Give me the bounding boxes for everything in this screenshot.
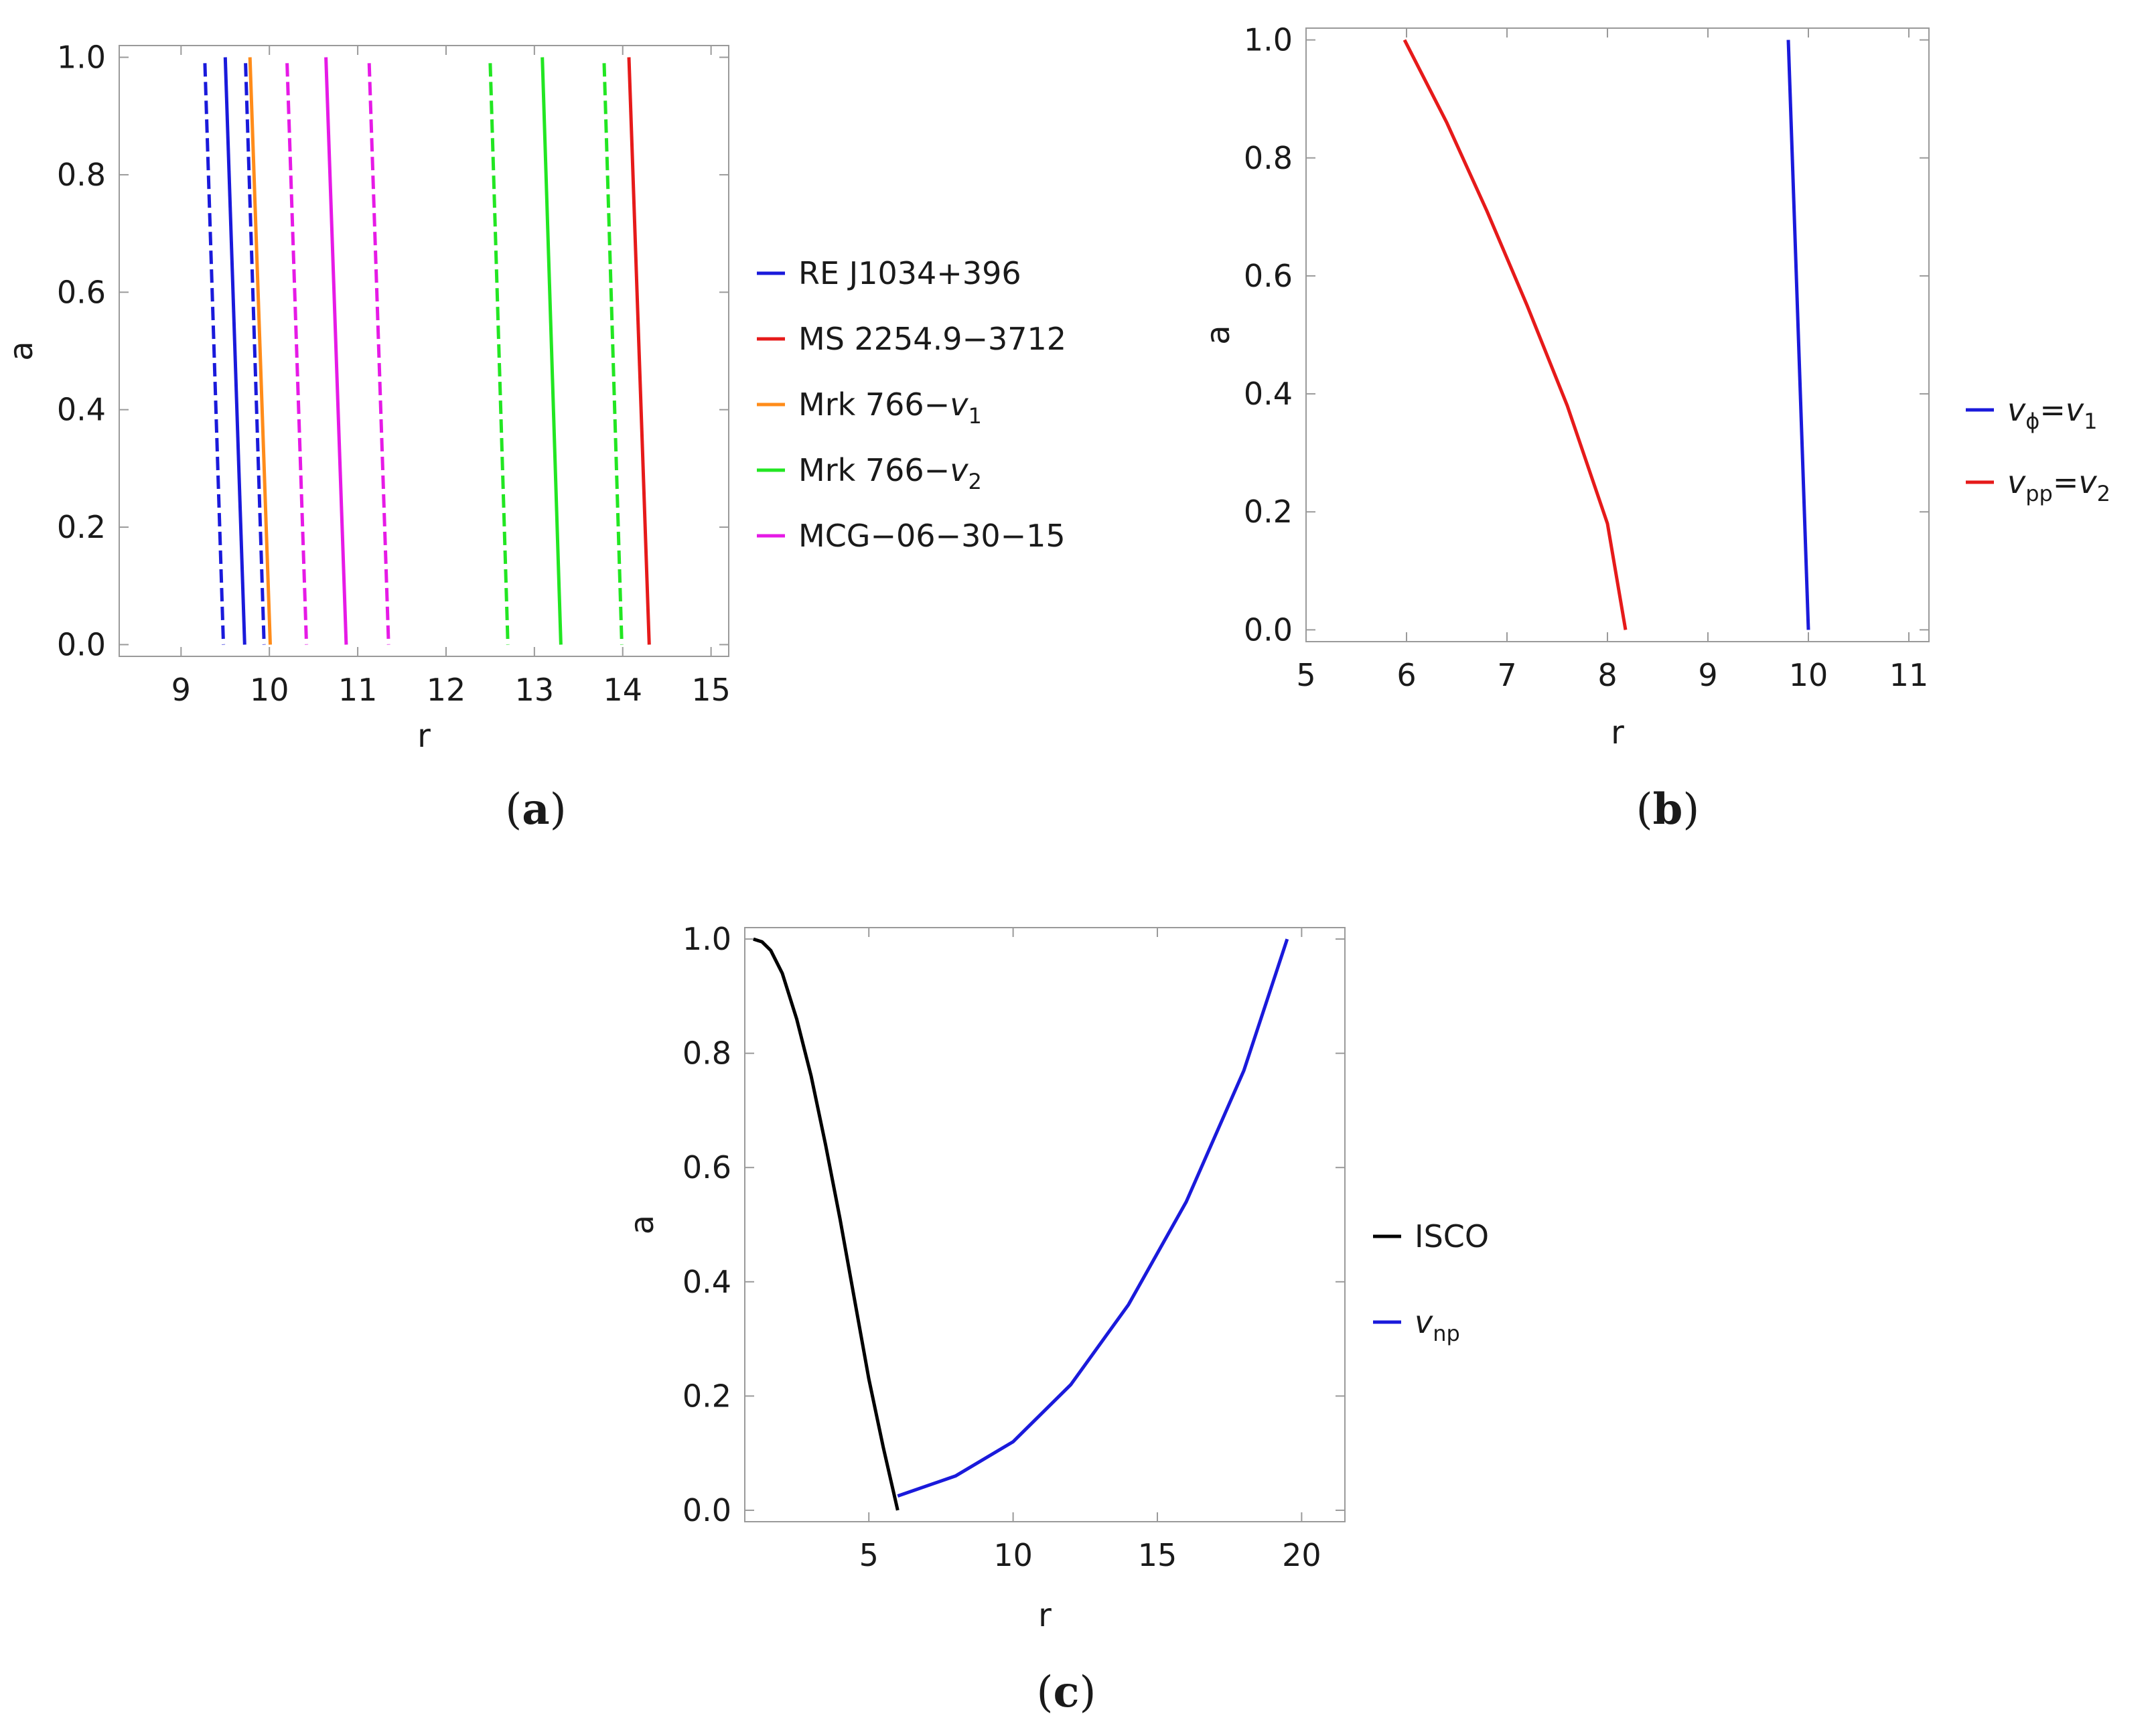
legend-label: Mrk 766−v1 [798, 386, 982, 429]
y-tick-label: 0.4 [57, 392, 106, 428]
x-tick-label: 6 [1396, 657, 1416, 693]
series-line [541, 57, 563, 645]
x-tick-label: 14 [603, 672, 642, 708]
x-tick-label: 7 [1497, 657, 1516, 693]
legend-label: ISCO [1415, 1218, 1489, 1254]
series-line [897, 938, 1289, 1498]
legend-label: vϕ=v1 [2007, 392, 2097, 434]
legend-item: MCG−06−30−15 [757, 518, 1066, 554]
panel-label: (a) [505, 784, 566, 835]
y-tick-label: 0.2 [1244, 494, 1293, 530]
legend-item: vnp [1373, 1304, 1460, 1346]
series-line [244, 63, 266, 645]
legend-label: vpp=v2 [2007, 464, 2110, 506]
x-tick-label: 5 [1296, 657, 1315, 693]
series-line [1786, 40, 1810, 630]
y-tick-label: 1.0 [1244, 22, 1293, 58]
x-tick-label: 11 [338, 672, 378, 708]
series-line [223, 57, 246, 645]
x-tick-label: 9 [1698, 657, 1717, 693]
series-line [753, 937, 900, 1511]
y-axis-label: a [624, 1215, 661, 1234]
x-tick-label: 10 [1789, 657, 1828, 693]
y-tick-label: 1.0 [682, 921, 731, 957]
x-tick-label: 8 [1597, 657, 1617, 693]
x-tick-label: 5 [859, 1537, 879, 1573]
chart-panel-a: 9 10 11 12 13 14 15 0.0 0.2 0.4 0.6 0.8 1.0 r a RE J103… [3, 40, 1066, 835]
legend-label: Mrk 766−v2 [798, 452, 982, 494]
chart-panel-b: 5 6 7 8 9 10 11 0.0 0.2 0.4 0.6 0.8 1.0 r a vϕ=v1 vpp=v2… [1200, 22, 2110, 835]
y-tick-label: 0.8 [682, 1035, 731, 1072]
legend-item: vpp=v2 [1966, 464, 2110, 506]
y-tick-label: 0.0 [682, 1492, 731, 1528]
y-tick-label: 0.8 [57, 157, 106, 193]
x-tick-label: 13 [515, 672, 555, 708]
series-line [488, 63, 510, 645]
y-tick-label: 0.2 [57, 509, 106, 545]
series-line [248, 57, 272, 645]
x-tick-label: 12 [427, 672, 466, 708]
series-line [1403, 39, 1628, 630]
x-tick-label: 11 [1889, 657, 1929, 693]
y-tick-label: 1.0 [57, 40, 106, 76]
series-line [203, 63, 226, 645]
panel-label: (c) [1037, 1667, 1096, 1717]
plot-frame [744, 927, 1346, 1522]
legend-item: ISCO [1373, 1218, 1489, 1254]
legend-label: RE J1034+396 [798, 255, 1021, 291]
x-axis-label: r [417, 717, 431, 755]
series-line [602, 63, 624, 645]
legend-item: RE J1034+396 [757, 255, 1021, 291]
y-tick-label: 0.6 [682, 1149, 731, 1185]
y-tick-label: 0.0 [57, 626, 106, 662]
y-tick-label: 0.6 [1244, 258, 1293, 294]
y-tick-label: 0.0 [1244, 611, 1293, 648]
y-tick-label: 0.4 [1244, 376, 1293, 412]
series-line [285, 63, 309, 645]
y-tick-label: 0.6 [57, 274, 106, 310]
x-tick-label: 9 [171, 672, 191, 708]
x-axis-label: r [1038, 1597, 1052, 1634]
legend-item: Mrk 766−v2 [757, 452, 982, 494]
legend-label: MS 2254.9−3712 [798, 321, 1066, 357]
x-axis-label: r [1611, 714, 1624, 751]
panel-label: (b) [1636, 784, 1700, 835]
plot-frame [119, 45, 729, 657]
x-tick-label: 10 [993, 1537, 1033, 1573]
legend-label: vnp [1415, 1304, 1460, 1346]
x-tick-label: 15 [691, 672, 731, 708]
y-tick-label: 0.4 [682, 1264, 731, 1300]
series-line [367, 63, 390, 645]
chart-panel-c: 5 10 15 20 0.0 0.2 0.4 0.6 0.8 1.0 r a ISCO vnp (c) [624, 921, 1489, 1717]
x-tick-label: 15 [1138, 1537, 1177, 1573]
legend-item: vϕ=v1 [1966, 392, 2097, 434]
y-tick-label: 0.8 [1244, 140, 1293, 176]
legend-item: Mrk 766−v1 [757, 386, 982, 429]
x-tick-label: 20 [1282, 1537, 1321, 1573]
y-axis-label: a [3, 341, 40, 360]
plot-frame [1305, 27, 1930, 642]
y-axis-label: a [1200, 325, 1237, 344]
series-line [627, 57, 651, 645]
x-tick-label: 10 [250, 672, 289, 708]
legend-item: MS 2254.9−3712 [757, 321, 1066, 357]
y-tick-label: 0.2 [682, 1378, 731, 1414]
series-line [324, 57, 348, 645]
legend-label: MCG−06−30−15 [798, 518, 1066, 554]
